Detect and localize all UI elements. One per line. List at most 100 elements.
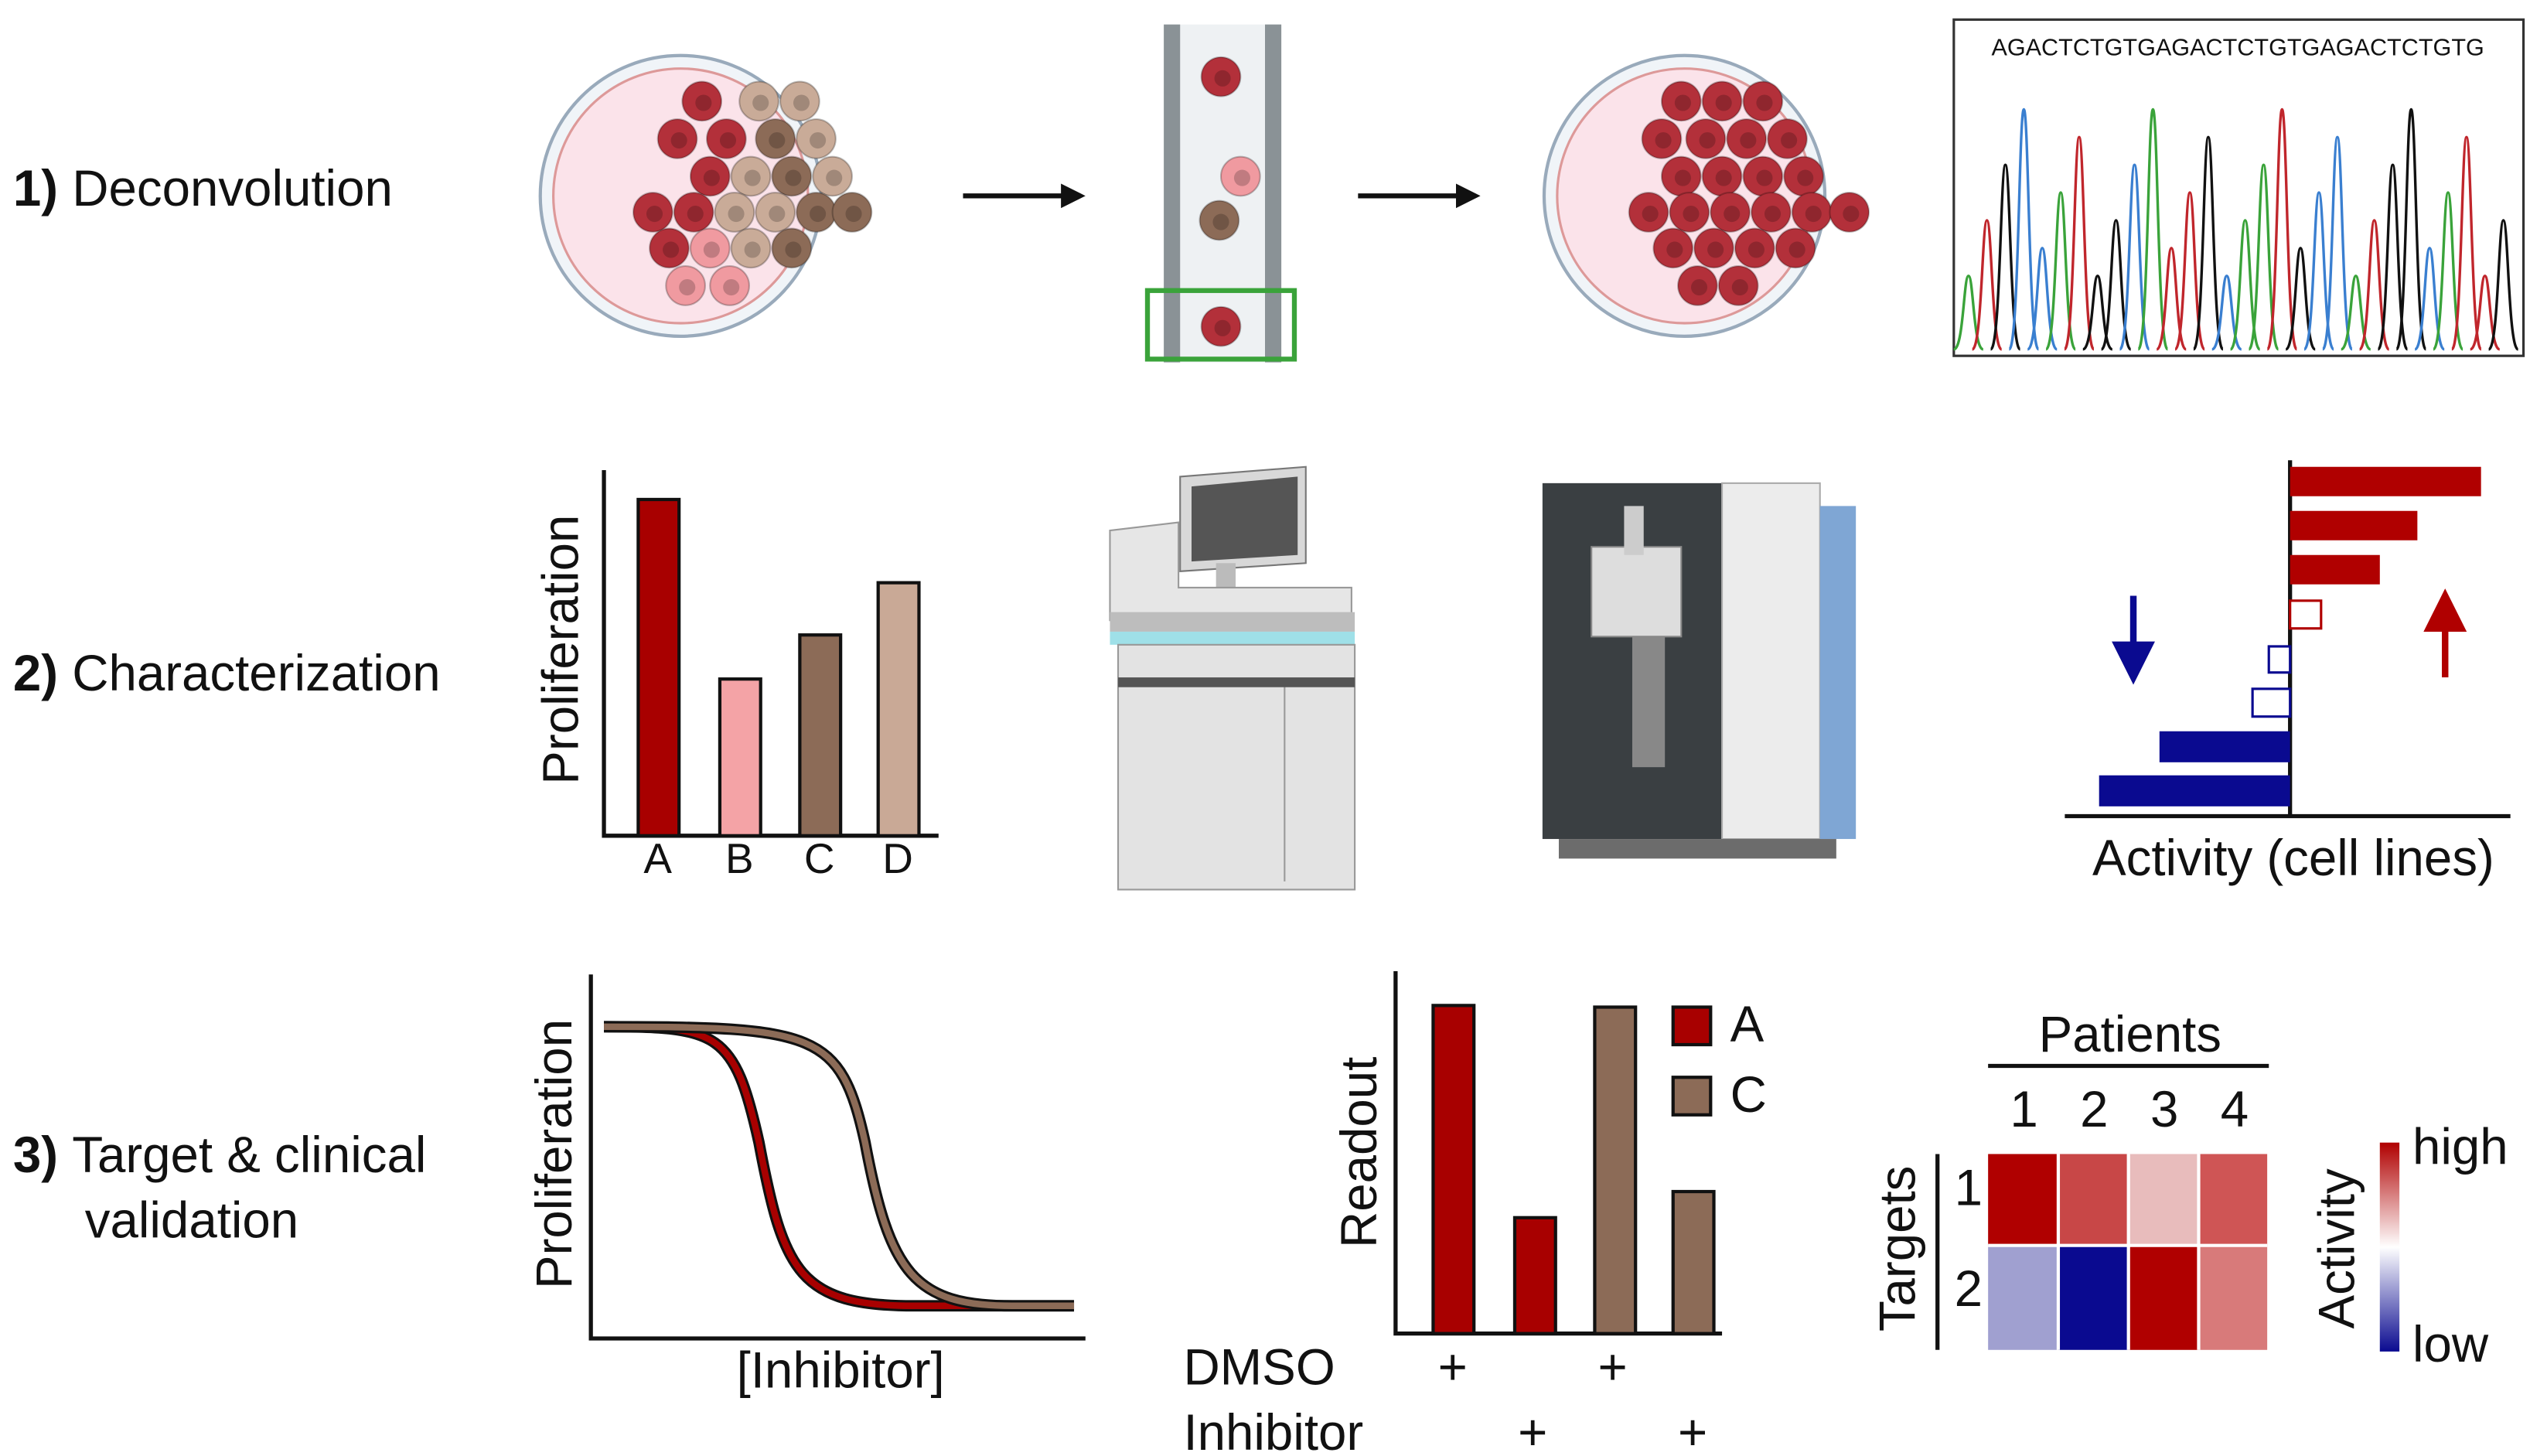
- cell: [755, 192, 796, 233]
- row-title: Targets: [1870, 1166, 1926, 1332]
- cell: [1742, 80, 1784, 122]
- trace-peak: [2192, 135, 2225, 351]
- cell: [1717, 265, 1759, 306]
- nucleus: [703, 169, 720, 186]
- trace-peak: [2450, 135, 2483, 351]
- cell: [1652, 227, 1694, 269]
- trace-peak: [2228, 219, 2262, 351]
- cell: [771, 227, 813, 269]
- nucleus: [670, 131, 687, 149]
- activity-bars: [2099, 466, 2481, 806]
- cell: [796, 118, 837, 159]
- nucleus: [728, 205, 745, 223]
- trace-peak: [2007, 107, 2041, 351]
- nucleus: [793, 94, 810, 111]
- category-label: C: [804, 834, 835, 882]
- cell: [1200, 56, 1242, 97]
- condition-label: Inhibitor: [1183, 1404, 1363, 1456]
- nucleus: [744, 241, 761, 258]
- nucleus: [723, 278, 740, 296]
- sequence: AGACTCTGTGAGACTCTGTGAGACTCTGTG: [1991, 34, 2484, 60]
- cell: [705, 118, 747, 159]
- sequencer: [1109, 465, 1356, 891]
- colorbar-label: high: [2412, 1119, 2508, 1175]
- condition-mark: +: [1438, 1339, 1468, 1396]
- nucleus: [744, 169, 761, 186]
- cell: [1641, 118, 1683, 159]
- category-label: A: [643, 834, 672, 882]
- bars: [636, 497, 921, 837]
- nucleus: [646, 205, 663, 223]
- row-label: 1: [1955, 1159, 1983, 1216]
- cell: [673, 192, 714, 233]
- cell: [812, 155, 853, 197]
- cell: [771, 155, 813, 197]
- cell: [1693, 227, 1734, 269]
- nucleus: [1781, 131, 1798, 149]
- bars: [1431, 1004, 1716, 1335]
- nucleus: [1214, 319, 1231, 336]
- trace-peak: [2487, 219, 2520, 351]
- colorbar-label: low: [2412, 1316, 2489, 1372]
- trace-peak: [2136, 107, 2170, 351]
- cell: [738, 80, 779, 122]
- row-title: Deconvolution: [72, 160, 393, 217]
- trace-peak: [2432, 191, 2464, 351]
- nucleus: [1699, 131, 1716, 149]
- chromatogram: [1952, 18, 2525, 357]
- cell: [656, 118, 698, 159]
- trace-peak: [2395, 107, 2427, 351]
- cell: [681, 80, 723, 122]
- cell: [714, 192, 755, 233]
- row-title: Characterization: [72, 645, 440, 701]
- condition-mark: +: [1678, 1404, 1707, 1456]
- row-label: 1) Deconvolution: [13, 160, 393, 217]
- nucleus: [1747, 241, 1765, 258]
- nucleus: [769, 205, 786, 223]
- y-axis-label: Proliferation: [533, 515, 589, 785]
- cell: [709, 265, 750, 306]
- column-label: 3: [2150, 1081, 2178, 1137]
- trace-peak: [1971, 219, 2003, 351]
- row-number: 3): [13, 1127, 58, 1183]
- flow-tube: [1144, 24, 1297, 363]
- cell: [1677, 265, 1718, 306]
- column-label: 2: [2080, 1081, 2108, 1137]
- curve: [604, 1023, 1075, 1310]
- trace-peak: [2321, 135, 2354, 351]
- row-label: 3) Target & clinical: [13, 1127, 427, 1183]
- nucleus: [769, 131, 786, 149]
- axis: [588, 974, 1086, 1341]
- cell: [689, 227, 731, 269]
- nucleus: [785, 169, 802, 186]
- trace-peak: [2063, 135, 2095, 351]
- condition-mark: +: [1518, 1404, 1547, 1456]
- row-label: 2: [1955, 1260, 1983, 1317]
- cell: [1199, 199, 1240, 241]
- nucleus: [1683, 205, 1700, 223]
- y-axis-label: Proliferation: [526, 1019, 582, 1289]
- cell: [1701, 80, 1743, 122]
- nucleus: [1740, 131, 1757, 149]
- cell: [1628, 192, 1669, 233]
- nucleus: [785, 241, 802, 258]
- legend-label: A: [1730, 996, 1765, 1052]
- nucleus: [1666, 241, 1683, 258]
- trace-peak: [2174, 191, 2206, 351]
- nucleus: [703, 241, 720, 258]
- nucleus: [1674, 169, 1691, 186]
- nucleus: [1715, 94, 1732, 111]
- nucleus: [826, 169, 843, 186]
- nucleus: [1805, 205, 1822, 223]
- cell: [730, 155, 772, 197]
- condition-label: DMSO: [1183, 1339, 1335, 1396]
- nucleus: [1233, 169, 1251, 186]
- nucleus: [1214, 70, 1231, 87]
- cell: [1726, 118, 1768, 159]
- cell: [1685, 118, 1727, 159]
- nucleus: [1715, 169, 1732, 186]
- nucleus: [719, 131, 737, 149]
- cell: [1710, 192, 1751, 233]
- trace-peak: [2118, 163, 2151, 351]
- nucleus: [687, 205, 704, 223]
